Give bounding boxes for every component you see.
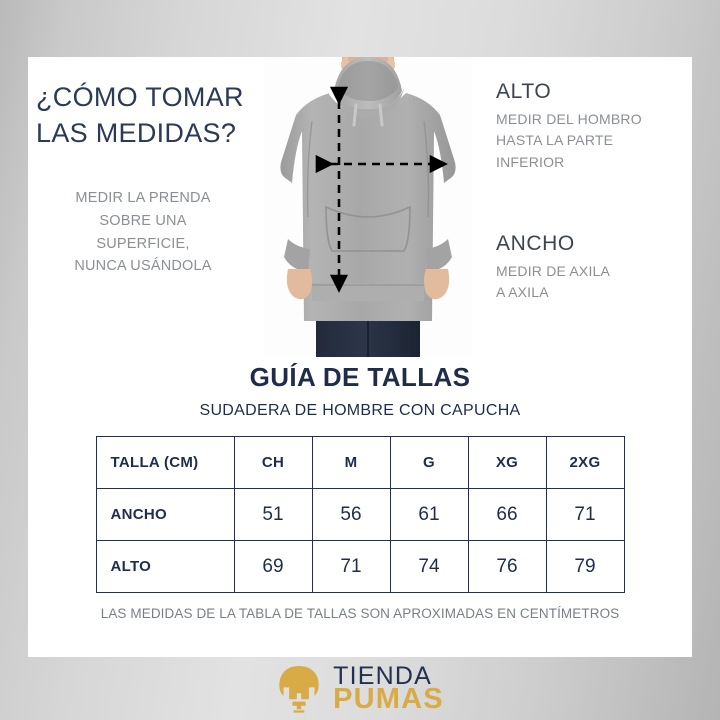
table-cell: 79 — [545, 540, 625, 593]
hoodie-photo-container — [264, 57, 472, 357]
ancho-definition: ANCHO MEDIR DE AXILA A AXILA — [496, 231, 692, 304]
table-cell: 61 — [389, 488, 469, 541]
measurement-definitions-column: ALTO MEDIR DEL HOMBRO HASTA LA PARTE INF… — [472, 57, 692, 357]
table-column-header: G — [389, 436, 469, 489]
brand-name-tienda: TIENDA — [333, 661, 432, 690]
alto-definition: ALTO MEDIR DEL HOMBRO HASTA LA PARTE INF… — [496, 79, 692, 173]
pumas-paw-icon — [276, 665, 322, 713]
table-cell: 69 — [233, 540, 313, 593]
table-column-header: CH — [233, 436, 313, 489]
table-row-label: ANCHO — [95, 488, 235, 541]
brand-wordmark: TIENDA PUMAS — [333, 661, 444, 715]
table-cell: 56 — [311, 488, 391, 541]
hoodie-photo — [264, 57, 472, 357]
measure-instructions-line3: SUPERFICIE, — [96, 235, 190, 252]
table-corner-cell: TALLA (CM) — [95, 436, 235, 489]
brand-logo: TIENDA PUMAS — [276, 661, 444, 715]
table-row: ANCHO 51 56 61 66 71 — [95, 488, 625, 541]
table-cell: 66 — [467, 488, 547, 541]
measure-instructions: MEDIR LA PRENDA SOBRE UNA SUPERFICIE, NU… — [28, 187, 264, 277]
table-column-header: XG — [467, 436, 547, 489]
brand-name-pumas: PUMAS — [333, 682, 444, 715]
ancho-description-line1: MEDIR DE AXILA — [496, 263, 611, 280]
alto-title: ALTO — [496, 80, 552, 103]
table-row-label: ALTO — [95, 540, 235, 593]
table-column-header: M — [311, 436, 391, 489]
size-table-note: LAS MEDIDAS DE LA TABLA DE TALLAS SON AP… — [100, 606, 620, 621]
alto-description-line3: INFERIOR — [496, 153, 565, 170]
ancho-title: ANCHO — [496, 231, 575, 255]
page-title: ¿CÓMO TOMAR — [36, 82, 244, 112]
table-cell: 74 — [389, 540, 469, 593]
page-title-line2: LAS MEDIDAS? — [36, 118, 237, 149]
table-cell: 71 — [311, 540, 391, 593]
size-guide-subtitle: SUDADERA DE HOMBRE CON CAPUCHA — [199, 402, 521, 419]
alto-description: MEDIR DEL HOMBRO HASTA LA PARTE INFERIOR — [496, 109, 692, 173]
instructions-left-column: ¿CÓMO TOMAR LAS MEDIDAS? MEDIR LA PRENDA… — [28, 57, 264, 357]
table-cell: 51 — [233, 488, 313, 541]
alto-description-line2: HASTA LA PARTE — [496, 132, 614, 149]
table-row: ALTO 69 71 74 76 79 — [95, 540, 625, 593]
table-cell: 76 — [467, 540, 547, 593]
measure-instructions-line4: NUNCA USÁNDOLA — [74, 258, 212, 275]
size-table: TALLA (CM) CH M G XG 2XG ANCHO 51 56 61 … — [95, 436, 625, 593]
ancho-description: MEDIR DE AXILA A AXILA — [496, 261, 692, 304]
alto-description-line1: MEDIR DEL HOMBRO — [496, 111, 642, 128]
size-guide-card: ¿CÓMO TOMAR LAS MEDIDAS? MEDIR LA PRENDA… — [28, 57, 692, 657]
footer-brand-bar: TIENDA PUMAS — [0, 657, 720, 720]
measurement-arrows-overlay — [264, 57, 472, 357]
table-cell: 71 — [545, 488, 625, 541]
ancho-description-line2: A AXILA — [496, 284, 549, 301]
size-guide-section: GUÍA DE TALLAS SUDADERA DE HOMBRE CON CA… — [28, 362, 692, 621]
table-column-header: 2XG — [545, 436, 625, 489]
table-header-row: TALLA (CM) CH M G XG 2XG — [95, 436, 625, 489]
measure-instructions-line1: MEDIR LA PRENDA — [75, 190, 211, 207]
size-guide-title: GUÍA DE TALLAS — [249, 362, 471, 392]
measure-instructions-line2: SOBRE UNA — [99, 212, 187, 229]
how-to-measure-section: ¿CÓMO TOMAR LAS MEDIDAS? MEDIR LA PRENDA… — [28, 57, 692, 357]
